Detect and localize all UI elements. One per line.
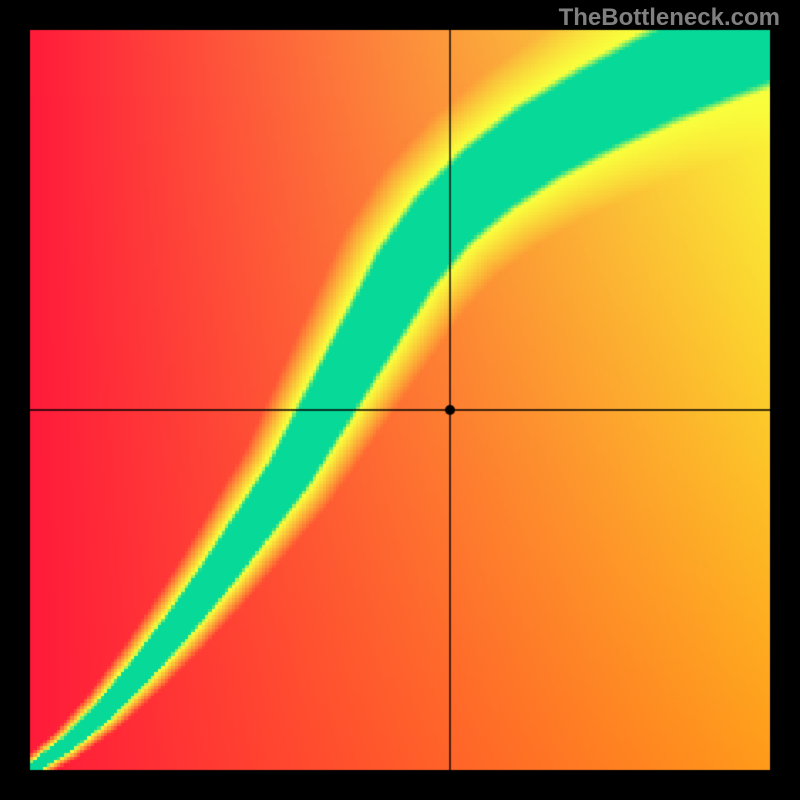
heatmap-canvas bbox=[0, 0, 800, 800]
watermark-text: TheBottleneck.com bbox=[559, 4, 780, 32]
chart-container: { "canvas": { "width": 800, "height": 80… bbox=[0, 0, 800, 800]
